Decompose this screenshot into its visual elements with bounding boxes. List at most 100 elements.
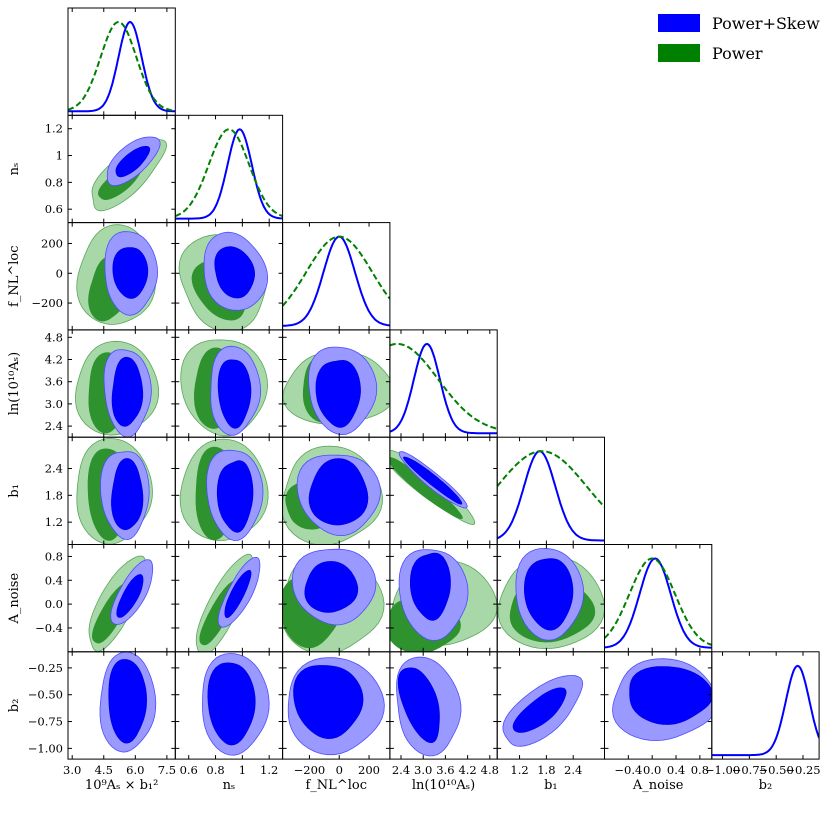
- panel-lnAs-vs-ns: [174, 329, 284, 438]
- y-tick-label-Anoise: 0.4: [45, 573, 63, 587]
- x-tick-label-fnl: 200: [358, 763, 380, 777]
- marginal-power-skew-fnl: [282, 235, 390, 327]
- panel-Anoise-vs-Anoise: [604, 544, 713, 653]
- x-tick-label-lnAs: 2.4: [392, 763, 410, 777]
- y-tick-label-fnl: −200: [31, 296, 63, 310]
- x-tick-label-lnAs: 4.8: [481, 763, 499, 777]
- contour-power-skew-68-3: [224, 569, 252, 619]
- x-axis-label-As: 10⁹Aₛ × b₁²: [85, 778, 158, 793]
- y-tick-label-lnAs: 2.4: [45, 419, 63, 433]
- contour-power-skew-68-3: [217, 359, 252, 429]
- panel-lnAs-vs-lnAs: [389, 329, 498, 438]
- marginal-power-ns: [175, 128, 283, 217]
- marginal-power-lnAs: [389, 342, 498, 430]
- y-tick-label-b1: 2.4: [45, 461, 63, 475]
- panel-b1-vs-ns: [174, 436, 284, 546]
- y-tick-label-Anoise: 0.0: [45, 597, 63, 611]
- y-axis-label-b2: b₂: [7, 699, 22, 713]
- contour-power-skew-68-3: [115, 146, 151, 178]
- x-tick-label-Anoise: 0.8: [691, 763, 709, 777]
- contour-power-skew-68-3: [304, 561, 359, 613]
- y-tick-label-fnl: 200: [41, 236, 63, 250]
- y-axis-label-Anoise: A_noise: [7, 573, 22, 625]
- x-tick-label-ns: 1: [239, 763, 246, 777]
- x-axis-label-b2: b₂: [759, 778, 773, 793]
- x-tick-label-b2: −1.00: [705, 763, 740, 777]
- x-tick-label-b2: −0.25: [785, 763, 820, 777]
- y-tick-label-ns: 0.6: [45, 202, 63, 216]
- legend-label-1: Power: [712, 44, 763, 63]
- panel-frame: [174, 114, 284, 224]
- marginal-power-skew-Anoise: [604, 557, 712, 649]
- legend-swatch-1: [658, 44, 700, 62]
- panel-b1-vs-As: 1.2 1.8 2.4: [45, 436, 176, 546]
- y-tick-label-lnAs: 3.0: [45, 397, 63, 411]
- x-axis-label-ns: nₛ: [223, 778, 236, 793]
- panel-b2-vs-fnl: −200 0 200: [282, 651, 391, 777]
- x-tick-label-b1: 1.8: [537, 763, 555, 777]
- marginal-power-fnl: [282, 235, 390, 307]
- contour-power-skew-68-3: [315, 359, 361, 428]
- y-tick-label-lnAs: 4.2: [45, 353, 63, 367]
- panel-b2-vs-b2: −1.00−0.75−0.50−0.25: [705, 651, 821, 777]
- x-tick-label-As: 4.5: [95, 763, 113, 777]
- legend-label-0: Power+Skew: [712, 14, 820, 33]
- x-tick-label-As: 6.0: [126, 763, 144, 777]
- x-tick-label-b1: 1.2: [510, 763, 528, 777]
- x-tick-label-b2: −0.50: [759, 763, 794, 777]
- y-tick-label-b2: −0.75: [28, 715, 63, 729]
- x-tick-label-lnAs: 3.0: [414, 763, 432, 777]
- x-tick-label-As: 3.0: [63, 763, 81, 777]
- contour-power-skew-68-3: [214, 246, 256, 299]
- x-axis-label-fnl: f_NL^loc: [306, 778, 367, 793]
- marginal-power-skew-lnAs: [389, 342, 498, 435]
- x-tick-label-Anoise: 0.4: [667, 763, 685, 777]
- x-tick-label-ns: 1.2: [260, 763, 278, 777]
- x-tick-label-As: 7.5: [158, 763, 176, 777]
- panel-fnl-vs-fnl: [282, 222, 391, 331]
- panel-Anoise-vs-lnAs: [389, 544, 498, 653]
- y-tick-label-b1: 1.2: [45, 515, 63, 529]
- contour-power-skew-68-3: [111, 458, 144, 531]
- panel-ns-vs-ns: [174, 114, 284, 224]
- y-tick-label-b2: −0.25: [28, 661, 63, 675]
- marginal-power-skew-b2: [711, 664, 820, 757]
- panel-b1-vs-b1: [496, 436, 606, 546]
- y-tick-label-b2: −0.50: [28, 688, 63, 702]
- panel-b2-vs-b1: 1.2 1.8 2.4: [496, 651, 606, 777]
- panel-fnl-vs-ns: [174, 222, 284, 331]
- contour-power-skew-68-3: [523, 558, 574, 631]
- y-tick-label-fnl: 0: [56, 266, 63, 280]
- contour-power-skew-68-1: [293, 665, 364, 740]
- panel-lnAs-vs-As: 2.4 3.0 3.6 4.2 4.8: [45, 329, 176, 438]
- legend: Power+Skew Power: [658, 14, 820, 63]
- x-tick-label-ns: 0.8: [206, 763, 224, 777]
- marginal-power-Anoise: [604, 557, 712, 646]
- marginal-power-skew-ns: [175, 128, 283, 220]
- contour-power-skew-68-3: [116, 574, 144, 618]
- y-tick-label-b2: −1.00: [28, 741, 63, 755]
- panel-b1-vs-lnAs: [389, 436, 498, 546]
- contour-power-skew-68-1: [108, 659, 148, 744]
- marginal-power-b1: [497, 450, 605, 508]
- marginal-power-skew-As: [68, 20, 176, 113]
- marginal-power-skew-b1: [497, 450, 605, 542]
- panel-b2-vs-ns: 0.6 0.8 1 1.2: [174, 651, 284, 777]
- panel-fnl-vs-As: −200 0 200: [31, 222, 176, 331]
- contour-power-skew-68-3: [216, 460, 254, 533]
- panel-b2-vs-Anoise: −0.4 0.0 0.4 0.8: [604, 651, 713, 777]
- panel-As-vs-As: [67, 7, 176, 116]
- contour-power-skew-68-1: [629, 666, 712, 725]
- x-tick-label-Anoise: 0.0: [643, 763, 661, 777]
- x-tick-label-fnl: −200: [294, 763, 326, 777]
- panel-Anoise-vs-fnl: [282, 544, 391, 653]
- panel-Anoise-vs-As: −0.4 0.0 0.4 0.8: [35, 544, 176, 653]
- x-axis-label-lnAs: ln(10¹⁰Aₛ): [412, 778, 475, 793]
- contour-power-skew-68-1: [512, 687, 567, 733]
- x-tick-label-lnAs: 3.6: [436, 763, 454, 777]
- panel-frame: [389, 329, 498, 438]
- legend-swatch-0: [658, 14, 700, 32]
- contour-power-skew-68-3: [403, 456, 463, 505]
- y-tick-label-ns: 1.2: [45, 122, 63, 136]
